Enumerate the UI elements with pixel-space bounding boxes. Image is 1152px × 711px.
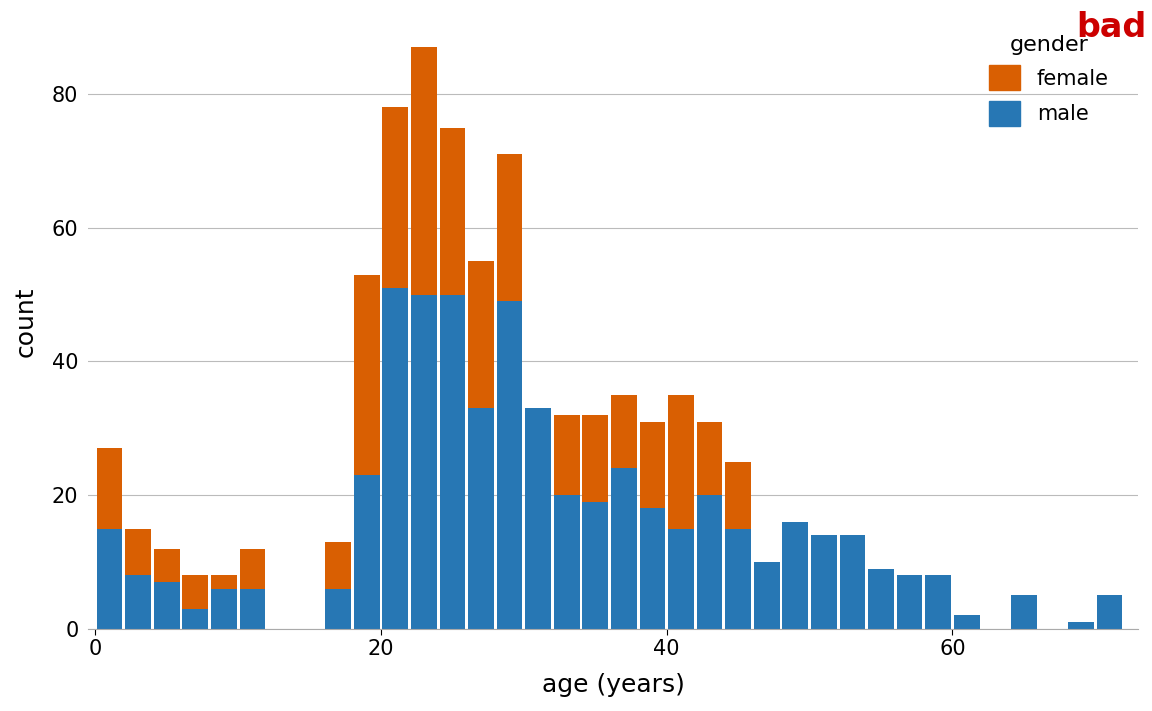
Bar <box>925 575 950 629</box>
Bar <box>497 301 522 629</box>
Bar <box>811 535 836 629</box>
Legend: female, male: female, male <box>980 26 1117 134</box>
Bar <box>411 294 437 629</box>
Bar <box>440 127 465 294</box>
Text: bad: bad <box>1076 11 1146 43</box>
Bar <box>325 542 351 589</box>
Bar <box>126 528 151 575</box>
Bar <box>668 528 694 629</box>
Bar <box>583 415 608 502</box>
Bar <box>668 395 694 528</box>
Bar <box>182 575 209 609</box>
Bar <box>126 575 151 629</box>
Bar <box>240 589 265 629</box>
Bar <box>354 475 379 629</box>
Bar <box>468 408 494 629</box>
Bar <box>182 609 209 629</box>
Bar <box>869 569 894 629</box>
Bar <box>1011 595 1037 629</box>
Bar <box>896 575 923 629</box>
Bar <box>639 422 665 508</box>
Bar <box>697 495 722 629</box>
Y-axis label: count: count <box>14 286 38 357</box>
Bar <box>97 528 122 629</box>
Bar <box>382 288 408 629</box>
Bar <box>1097 595 1122 629</box>
Bar <box>726 461 751 528</box>
Bar <box>382 107 408 288</box>
Bar <box>697 422 722 495</box>
Bar <box>440 294 465 629</box>
Bar <box>468 261 494 408</box>
Bar <box>782 522 808 629</box>
Bar <box>554 415 579 495</box>
Bar <box>154 582 180 629</box>
X-axis label: age (years): age (years) <box>541 673 684 697</box>
Bar <box>954 616 979 629</box>
Bar <box>726 528 751 629</box>
Bar <box>525 408 551 629</box>
Bar <box>1068 622 1094 629</box>
Bar <box>583 502 608 629</box>
Bar <box>611 469 637 629</box>
Bar <box>97 449 122 528</box>
Bar <box>611 395 637 469</box>
Bar <box>554 495 579 629</box>
Bar <box>497 154 522 301</box>
Bar <box>240 549 265 589</box>
Bar <box>211 575 236 589</box>
Bar <box>753 562 780 629</box>
Bar <box>639 508 665 629</box>
Bar <box>211 589 236 629</box>
Bar <box>154 549 180 582</box>
Bar <box>354 274 379 475</box>
Bar <box>325 589 351 629</box>
Bar <box>411 48 437 294</box>
Bar <box>840 535 865 629</box>
